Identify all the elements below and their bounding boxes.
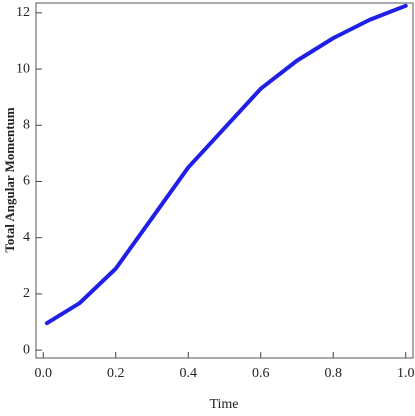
y-tick-label: 4: [23, 230, 30, 245]
x-tick-label: 1.0: [397, 366, 415, 381]
x-axis-label: Time: [209, 397, 238, 412]
y-tick-label: 0: [23, 342, 30, 357]
y-tick-label: 12: [16, 5, 30, 20]
y-tick-label: 6: [23, 174, 30, 189]
y-tick-label: 10: [16, 61, 30, 76]
y-axis-label: Total Angular Momentum: [2, 107, 17, 252]
x-tick-label: 0.6: [252, 366, 270, 381]
x-tick-label: 0.4: [180, 366, 198, 381]
x-tick-label: 0.2: [107, 366, 125, 381]
x-tick-label: 0.8: [325, 366, 343, 381]
line-series: [44, 3, 408, 326]
plot-frame: [35, 2, 414, 359]
x-tick-label: 0.0: [35, 366, 53, 381]
y-tick-label: 2: [23, 286, 30, 301]
y-tick-label: 8: [23, 117, 30, 132]
